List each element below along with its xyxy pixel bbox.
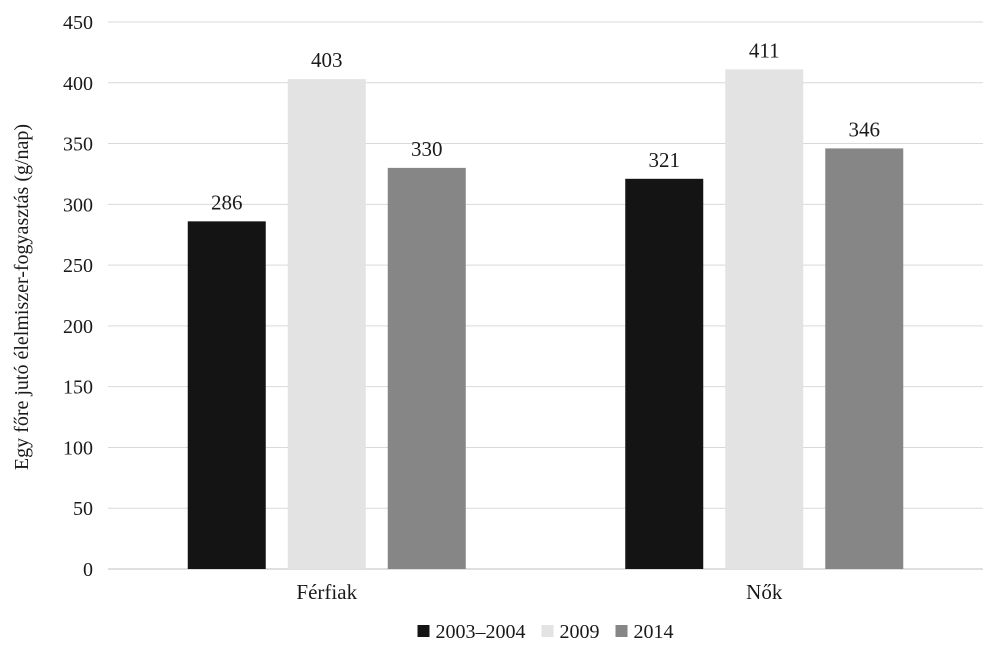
data-label: 411 [749, 38, 780, 62]
y-tick-label: 100 [63, 437, 93, 459]
y-tick-label: 50 [73, 498, 93, 520]
category-label: Nők [746, 580, 783, 604]
legend-label: 2014 [634, 621, 674, 643]
bar-2009-Férfiak [287, 79, 366, 570]
data-label: 403 [311, 48, 343, 72]
y-tick-label: 200 [63, 316, 93, 338]
bar-2003–2004-Nők [625, 178, 704, 569]
y-tick-label: 0 [83, 559, 93, 581]
data-label: 286 [211, 190, 243, 214]
y-tick-label: 400 [63, 73, 93, 95]
data-labels: 286 403 330 321 411 346 [211, 38, 880, 214]
legend: 2003–2004 2009 2014 [417, 621, 674, 643]
bar-2014-Nők [825, 148, 904, 569]
legend-label: 2003–2004 [436, 621, 526, 643]
category-label: Férfiak [296, 580, 357, 604]
y-tick-label: 300 [63, 194, 93, 216]
y-axis-ticks: 0 50 100 150 200 250 300 350 400 450 [63, 12, 93, 581]
bar-2009-Nők [725, 69, 804, 569]
y-tick-label: 350 [63, 134, 93, 156]
legend-swatch [615, 625, 628, 637]
data-label: 330 [411, 137, 443, 161]
bar-2014-Férfiak [387, 167, 466, 569]
legend-swatch [417, 625, 430, 637]
x-axis-categories: Férfiak Nők [296, 580, 782, 604]
y-tick-label: 250 [63, 255, 93, 277]
y-tick-label: 150 [63, 377, 93, 399]
data-label: 321 [649, 148, 681, 172]
data-label: 346 [849, 117, 881, 141]
bar-2003–2004-Férfiak [187, 221, 266, 569]
bars [187, 69, 904, 570]
y-tick-label: 450 [63, 12, 93, 34]
legend-swatch [541, 625, 554, 637]
legend-label: 2009 [560, 621, 600, 643]
y-axis-title: Egy főre jutó élelmiszer-fogyasztás (g/n… [11, 124, 33, 470]
